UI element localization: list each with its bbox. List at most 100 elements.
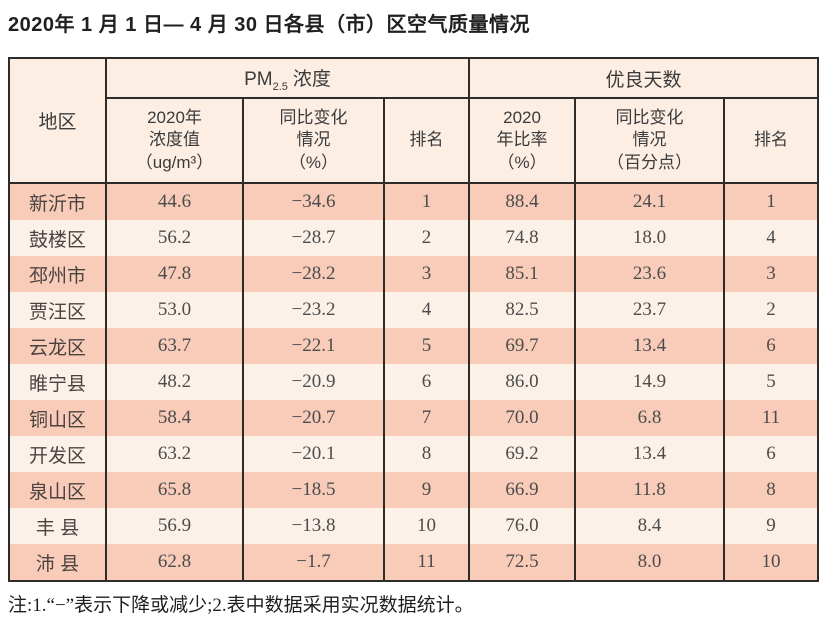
header-days-change: 同比变化 情况 （百分点）	[574, 98, 726, 184]
table-row: 沛 县 62.8 −1.7 11 72.5 8.0 10	[8, 544, 820, 581]
cell-pm-rank: 10	[382, 508, 471, 544]
cell-pm-rank: 8	[382, 436, 471, 472]
cell-pm-value: 63.2	[105, 436, 244, 472]
air-quality-table: 地区 PM2.5 浓度 优良天数 2020年 浓度值 （ug/m³） 同比变化 情…	[8, 57, 820, 582]
header-pm-rank: 排名	[382, 98, 471, 184]
cell-days-change: 13.4	[574, 436, 726, 472]
cell-days-rank: 3	[723, 256, 820, 292]
pm25-suffix: 浓度	[292, 68, 331, 90]
cell-pm-value: 53.0	[105, 292, 244, 328]
table-header: 地区 PM2.5 浓度 优良天数 2020年 浓度值 （ug/m³） 同比变化 情…	[8, 58, 820, 184]
cell-pm-rank: 11	[382, 544, 471, 581]
header-days-rank: 排名	[723, 98, 820, 184]
cell-region: 新沂市	[8, 183, 107, 220]
header-good-days-group: 优良天数	[468, 58, 820, 99]
cell-pm-rank: 4	[382, 292, 471, 328]
cell-pm-rank: 3	[382, 256, 471, 292]
cell-days-rate: 69.7	[468, 328, 577, 364]
cell-pm-change: −13.8	[242, 508, 385, 544]
header-region: 地区	[8, 58, 107, 184]
table-row: 睢宁县 48.2 −20.9 6 86.0 14.9 5	[8, 364, 820, 400]
cell-pm-value: 56.2	[105, 220, 244, 256]
cell-pm-change: −20.1	[242, 436, 385, 472]
cell-days-change: 23.7	[574, 292, 726, 328]
cell-pm-value: 62.8	[105, 544, 244, 581]
cell-days-change: 11.8	[574, 472, 726, 508]
cell-days-rate: 85.1	[468, 256, 577, 292]
cell-days-change: 13.4	[574, 328, 726, 364]
cell-days-rate: 72.5	[468, 544, 577, 581]
cell-days-rank: 8	[723, 472, 820, 508]
cell-pm-change: −20.9	[242, 364, 385, 400]
cell-region: 丰 县	[8, 508, 107, 544]
cell-days-change: 8.4	[574, 508, 726, 544]
cell-pm-change: −28.2	[242, 256, 385, 292]
cell-pm-rank: 2	[382, 220, 471, 256]
cell-days-rank: 10	[723, 544, 820, 581]
cell-region: 睢宁县	[8, 364, 107, 400]
cell-pm-rank: 9	[382, 472, 471, 508]
cell-pm-change: −18.5	[242, 472, 385, 508]
cell-days-rate: 66.9	[468, 472, 577, 508]
table-row: 丰 县 56.9 −13.8 10 76.0 8.4 9	[8, 508, 820, 544]
cell-days-change: 18.0	[574, 220, 726, 256]
cell-days-rank: 9	[723, 508, 820, 544]
cell-region: 沛 县	[8, 544, 107, 581]
cell-days-rate: 82.5	[468, 292, 577, 328]
cell-days-change: 24.1	[574, 183, 726, 220]
cell-pm-change: −34.6	[242, 183, 385, 220]
cell-region: 开发区	[8, 436, 107, 472]
page-title: 2020年 1 月 1 日— 4 月 30 日各县（市）区空气质量情况	[8, 14, 531, 36]
cell-pm-change: −1.7	[242, 544, 385, 581]
cell-pm-value: 44.6	[105, 183, 244, 220]
table-row: 云龙区 63.7 −22.1 5 69.7 13.4 6	[8, 328, 820, 364]
cell-region: 云龙区	[8, 328, 107, 364]
cell-pm-rank: 5	[382, 328, 471, 364]
cell-days-rank: 11	[723, 400, 820, 436]
cell-region: 贾汪区	[8, 292, 107, 328]
cell-pm-value: 58.4	[105, 400, 244, 436]
table-row: 邳州市 47.8 −28.2 3 85.1 23.6 3	[8, 256, 820, 292]
cell-days-rank: 4	[723, 220, 820, 256]
table-body: 新沂市 44.6 −34.6 1 88.4 24.1 1 鼓楼区 56.2 −2…	[8, 183, 820, 581]
cell-region: 铜山区	[8, 400, 107, 436]
pm25-subscript: 2.5	[272, 80, 288, 93]
cell-days-change: 6.8	[574, 400, 726, 436]
header-pm25-group: PM2.5 浓度	[104, 58, 471, 99]
cell-days-change: 8.0	[574, 544, 726, 581]
cell-days-rank: 5	[723, 364, 820, 400]
table-row: 新沂市 44.6 −34.6 1 88.4 24.1 1	[8, 183, 820, 220]
footnote: 注:1.“−”表示下降或减少;2.表中数据采用实况数据统计。	[8, 595, 474, 616]
cell-pm-value: 56.9	[105, 508, 244, 544]
cell-pm-value: 65.8	[105, 472, 244, 508]
table-row: 贾汪区 53.0 −23.2 4 82.5 23.7 2	[8, 292, 820, 328]
cell-days-rate: 74.8	[468, 220, 577, 256]
cell-pm-rank: 1	[382, 183, 471, 220]
cell-pm-value: 63.7	[105, 328, 244, 364]
cell-region: 鼓楼区	[8, 220, 107, 256]
cell-days-rank: 1	[723, 183, 820, 220]
table-row: 泉山区 65.8 −18.5 9 66.9 11.8 8	[8, 472, 820, 508]
cell-days-rate: 70.0	[468, 400, 577, 436]
cell-days-rank: 2	[723, 292, 820, 328]
cell-region: 邳州市	[8, 256, 107, 292]
cell-days-rank: 6	[723, 436, 820, 472]
cell-pm-value: 48.2	[105, 364, 244, 400]
cell-days-rate: 88.4	[468, 183, 577, 220]
cell-pm-change: −28.7	[242, 220, 385, 256]
cell-days-rate: 86.0	[468, 364, 577, 400]
cell-pm-change: −20.7	[242, 400, 385, 436]
cell-pm-change: −23.2	[242, 292, 385, 328]
header-days-rate: 2020 年比率 （%）	[468, 98, 577, 184]
pm25-label: PM	[244, 68, 273, 90]
cell-days-rank: 6	[723, 328, 820, 364]
table-row: 铜山区 58.4 −20.7 7 70.0 6.8 11	[8, 400, 820, 436]
table-row: 开发区 63.2 −20.1 8 69.2 13.4 6	[8, 436, 820, 472]
header-pm-value: 2020年 浓度值 （ug/m³）	[105, 98, 244, 184]
cell-pm-value: 47.8	[105, 256, 244, 292]
cell-region: 泉山区	[8, 472, 107, 508]
cell-days-rate: 69.2	[468, 436, 577, 472]
cell-days-change: 14.9	[574, 364, 726, 400]
cell-pm-rank: 6	[382, 364, 471, 400]
